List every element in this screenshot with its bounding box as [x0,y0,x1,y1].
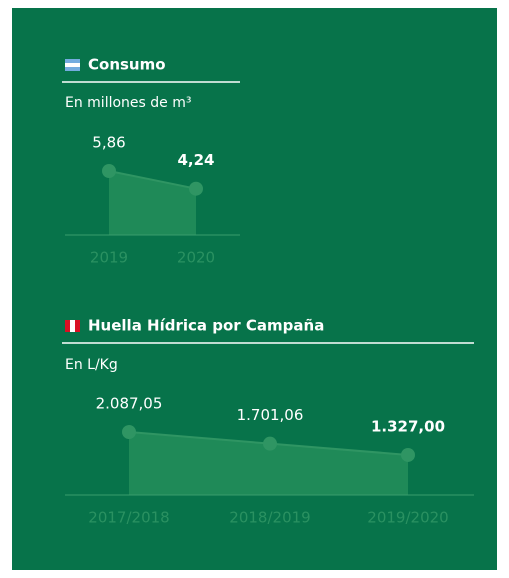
value-label: 1.701,06 [237,406,304,424]
flag-argentina [65,59,80,71]
chart-title: Huella Hídrica por Campaña [88,317,324,335]
point [102,164,116,178]
x-tick-label: 2017/2018 [88,509,169,527]
x-tick-label: 2019/2020 [367,509,448,527]
x-tick-label: 2018/2019 [229,509,310,527]
subtitle: En L/Kg [65,357,118,373]
x-tick-label: 2019 [90,249,128,267]
value-label: 1.327,00 [371,417,445,435]
point [401,447,415,462]
point [189,181,203,196]
chart-title: Consumo [88,56,166,74]
x-tick-label: 2020 [177,249,215,267]
value-label: 4,24 [177,151,214,169]
point [263,436,277,451]
area [129,432,408,495]
flag-peru [65,320,80,332]
subtitle: En millones de m³ [65,95,191,111]
area [109,171,196,235]
point [122,425,136,439]
value-label: 5,86 [92,134,125,152]
line [108,170,197,190]
value-label: 2.087,05 [96,395,163,413]
